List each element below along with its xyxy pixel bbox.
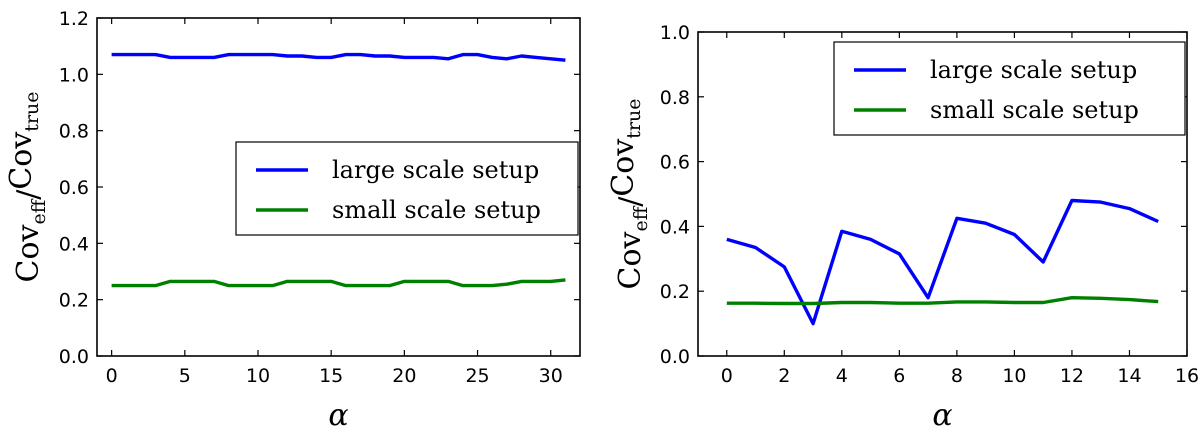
y-tick-label: 0.6 — [660, 152, 690, 174]
series-line-large-scale — [111, 52, 566, 62]
legend-label-small-scale: small scale setup — [332, 196, 541, 224]
y-tick-label: 1.0 — [59, 64, 89, 86]
y-tick-label: 0.6 — [59, 177, 89, 199]
axes-frame — [697, 31, 1188, 357]
chart-panel-1: 0 5 10 15 20 25 30 0.0 0.2 0.4 0.6 0.8 1.0 1.2 α Coveff… — [4, 8, 581, 433]
x-tick-label: 0 — [721, 365, 733, 387]
x-tick-label: 6 — [893, 365, 905, 387]
x-tick-label: 4 — [836, 365, 848, 387]
x-axis-label: α — [932, 398, 952, 433]
x-tick-label: 5 — [179, 365, 191, 387]
x-tick-label: 20 — [392, 365, 416, 387]
y-tick-label: 0.0 — [660, 346, 690, 368]
x-axis-label: α — [328, 398, 348, 433]
series-line-small-scale — [726, 296, 1159, 306]
legend-box — [235, 141, 579, 236]
y-tick-label: 0.2 — [660, 281, 690, 303]
x-tick-label: 10 — [246, 365, 270, 387]
y-tick-label: 0.0 — [59, 346, 89, 368]
series-line-small-scale — [111, 278, 566, 288]
legend-label-large-scale: large scale setup — [332, 156, 539, 184]
legend-box — [833, 41, 1186, 136]
y-tick-label: 0.2 — [59, 290, 89, 312]
series-line-large-scale — [726, 198, 1159, 326]
chart-panel-2: 0 2 4 6 8 10 12 14 16 0.0 0.2 0.4 0.6 0.8 1.0 α Coveff/C… — [606, 22, 1199, 433]
y-tick-label: 0.8 — [660, 87, 690, 109]
x-tick-label: 14 — [1117, 365, 1141, 387]
y-axis-label: Coveff/Covtrue — [606, 99, 652, 290]
x-tick-label: 12 — [1060, 365, 1084, 387]
y-tick-label: 0.4 — [660, 216, 690, 238]
y-tick-label: 1.0 — [660, 22, 690, 44]
y-axis-label: Coveff/Covtrue — [4, 92, 50, 283]
legend-label-large-scale: large scale setup — [930, 56, 1137, 84]
legend-label-small-scale: small scale setup — [930, 96, 1139, 124]
y-tick-label: 0.4 — [59, 233, 89, 255]
y-tick-label: 1.2 — [59, 8, 89, 30]
x-tick-label: 0 — [106, 365, 118, 387]
y-tick-label: 0.8 — [59, 121, 89, 143]
x-tick-label: 10 — [1002, 365, 1026, 387]
x-tick-label: 30 — [539, 365, 563, 387]
x-tick-label: 2 — [778, 365, 790, 387]
x-tick-label: 8 — [951, 365, 963, 387]
x-tick-label: 25 — [465, 365, 489, 387]
x-tick-label: 15 — [319, 365, 343, 387]
x-tick-label: 16 — [1175, 365, 1199, 387]
